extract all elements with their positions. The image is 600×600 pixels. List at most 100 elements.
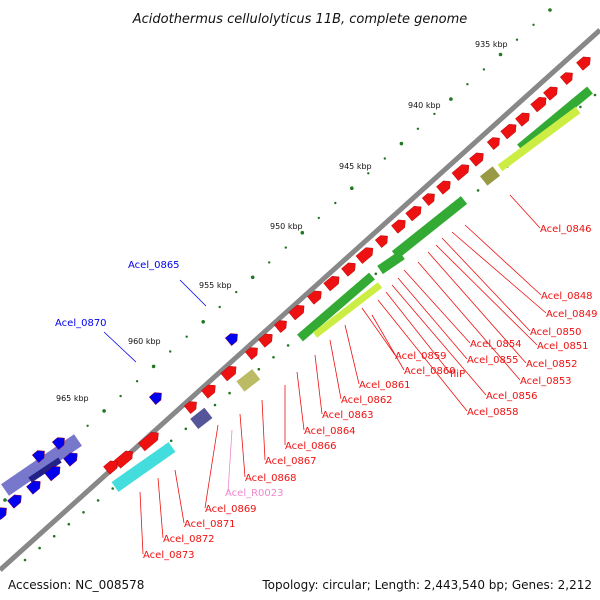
leader-line [296,371,305,431]
cds-arrow[interactable] [374,232,391,248]
gene-label-acel-0869[interactable]: Acel_0869 [205,504,257,515]
gene-label-acel-0861[interactable]: Acel_0861 [359,380,411,391]
gene-label-acel-0862[interactable]: Acel_0862 [341,395,393,406]
cds-arrow[interactable] [103,458,120,475]
cds-arrow[interactable] [7,492,24,509]
scale-dot [532,23,535,26]
leader-line [391,284,487,396]
scale-dot [399,141,404,146]
gene-label-acel-0852[interactable]: Acel_0852 [526,359,578,370]
leader-line [427,251,527,364]
cds-arrow[interactable] [500,121,520,140]
scale-dot [515,38,519,41]
leader-line [441,237,531,332]
cds-arrow[interactable] [543,84,560,101]
tick-label: 945 kbp [339,162,372,171]
gene-label-acel-0870[interactable]: Acel_0870 [55,318,107,329]
cds-arrow[interactable] [63,450,80,467]
cds-arrow[interactable] [288,302,308,321]
gene-label-acel-r0023[interactable]: Acel_R0023 [225,488,284,499]
cds-arrow[interactable] [391,217,408,234]
cds-arrow[interactable] [355,244,376,264]
tick-label: 960 kbp [128,337,161,346]
gene-label-flip[interactable]: fliP [450,369,465,380]
gene-label-acel-0873[interactable]: Acel_0873 [143,550,195,561]
leader-line [397,277,468,360]
gene-label-acel-0860[interactable]: Acel_0860 [404,366,456,377]
gc-segment [297,272,375,342]
gene-label-acel-0871[interactable]: Acel_0871 [184,519,236,530]
scale-dot [23,558,27,562]
scale-dot [96,499,100,502]
scale-dot [268,261,271,264]
gene-label-acel-0863[interactable]: Acel_0863 [322,410,374,421]
cds-arrow[interactable] [258,331,275,348]
cds-arrow[interactable] [451,161,472,181]
scale-dot [235,290,238,294]
scale-dot [82,511,85,514]
gc-block [236,369,261,392]
cds-arrow[interactable] [559,69,576,85]
gc-block [480,166,500,186]
cds-arrow[interactable] [224,330,241,346]
scale-dot [374,272,378,276]
cds-arrow[interactable] [201,382,218,399]
leader-line [204,424,219,509]
scale-dot [185,335,188,338]
cds-arrow[interactable] [273,317,290,333]
gene-label-acel-0849[interactable]: Acel_0849 [546,309,598,320]
scale-dot [334,201,337,205]
gene-label-acel-0851[interactable]: Acel_0851 [537,341,589,352]
cds-arrow[interactable] [148,389,165,405]
cds-arrow[interactable] [138,429,161,452]
scale-dot [284,246,287,249]
gene-label-acel-0867[interactable]: Acel_0867 [265,456,317,467]
scale-dot [300,230,305,235]
leader-line [361,307,396,356]
cds-arrow[interactable] [421,190,438,206]
gene-label-acel-0856[interactable]: Acel_0856 [486,391,538,402]
cds-arrow[interactable] [183,398,200,414]
gene-label-acel-0864[interactable]: Acel_0864 [304,426,356,437]
gc-segment [312,282,383,338]
gc-track [1,86,593,496]
gene-label-acel-0866[interactable]: Acel_0866 [285,441,337,452]
cds-arrow[interactable] [244,344,261,360]
gene-label-acel-0858[interactable]: Acel_0858 [467,407,519,418]
scale-dot [482,68,486,71]
gene-label-acel-0872[interactable]: Acel_0872 [163,534,215,545]
cds-arrow[interactable] [530,94,550,113]
cds-arrow[interactable] [341,260,358,277]
gene-label-acel-0848[interactable]: Acel_0848 [541,291,593,302]
cds-arrow[interactable] [576,54,593,71]
cds-arrow[interactable] [26,478,43,495]
cds-arrow[interactable] [31,447,48,463]
gene-label-acel-0850[interactable]: Acel_0850 [530,327,582,338]
gc-segment [497,106,581,172]
cds-arrow[interactable] [515,110,532,127]
scale-dot [67,522,71,526]
gene-label-acel-0865[interactable]: Acel_0865 [128,260,180,271]
cds-arrow[interactable] [469,150,486,167]
gc-segment [28,457,62,483]
cds-arrow[interactable] [113,448,136,469]
cds-arrow[interactable] [486,134,503,150]
scale-dot [476,189,480,192]
cds-arrow[interactable] [220,363,240,382]
cds-arrow[interactable] [0,504,10,520]
gene-label-acel-0854[interactable]: Acel_0854 [470,339,522,350]
gene-label-acel-0868[interactable]: Acel_0868 [245,473,297,484]
scale-dot [86,424,89,427]
gc-segment [1,434,82,496]
scale-dot [286,344,290,347]
cds-arrow[interactable] [51,434,68,450]
cds-arrow[interactable] [44,463,64,482]
cds-arrow[interactable] [436,178,453,195]
gene-label-acel-0846[interactable]: Acel_0846 [540,224,592,235]
gene-label-acel-0853[interactable]: Acel_0853 [520,376,572,387]
gene-label-acel-0859[interactable]: Acel_0859 [395,351,447,362]
cds-arrow[interactable] [307,288,324,305]
gene-label-acel-0855[interactable]: Acel_0855 [467,355,519,366]
cds-arrow[interactable] [323,273,343,292]
cds-arrow[interactable] [405,203,425,222]
